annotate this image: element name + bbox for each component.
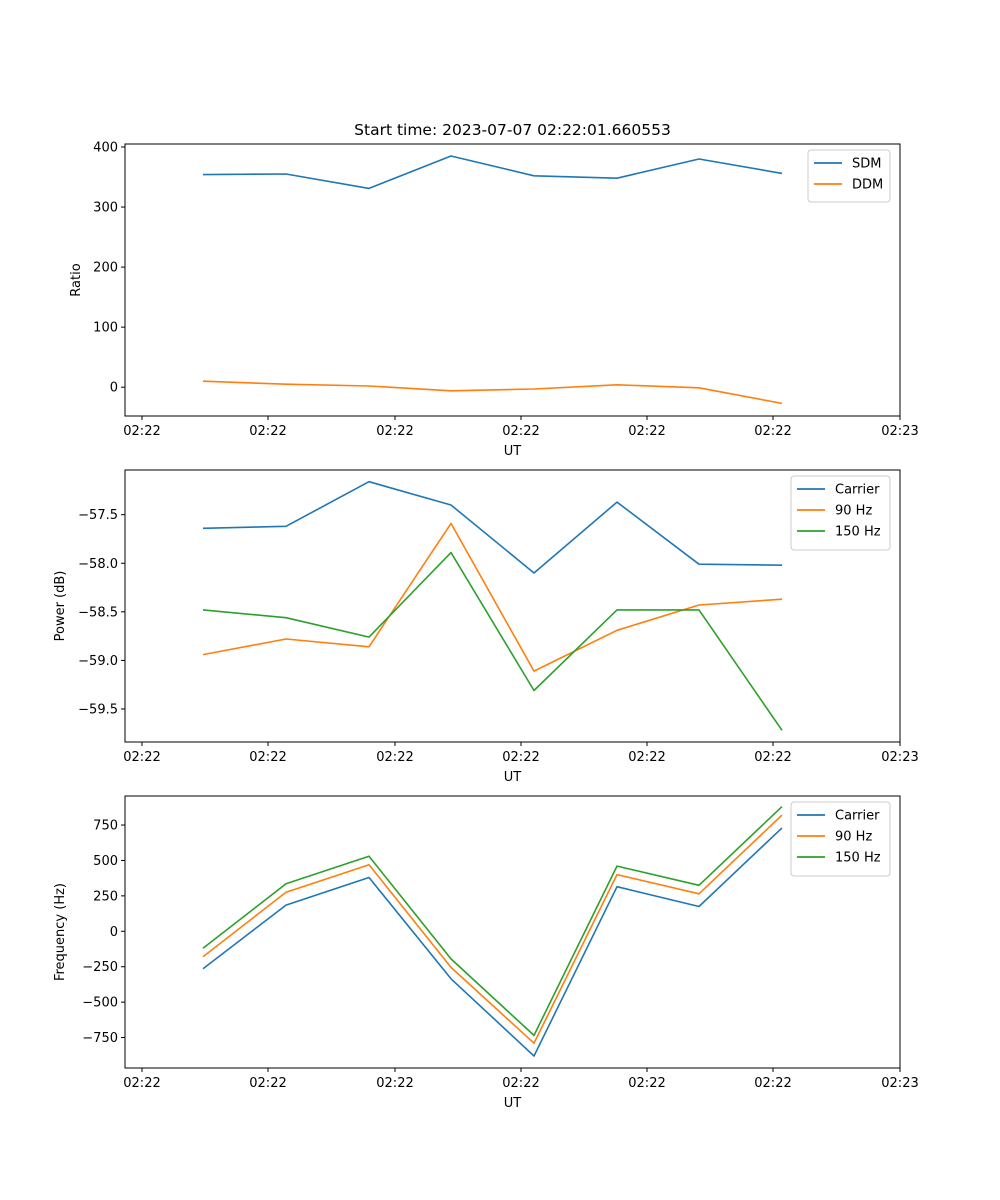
x-tick-label: 02:23 <box>881 1076 918 1091</box>
series-line-carrier <box>202 827 783 1057</box>
chart-title: Start time: 2023-07-07 02:22:01.660553 <box>354 121 671 139</box>
x-axis-label: UT <box>504 770 522 785</box>
series-line-carrier <box>202 480 783 574</box>
y-tick-label: 750 <box>93 819 118 834</box>
legend-label: DDM <box>852 178 883 193</box>
x-tick-label: 02:22 <box>502 1076 539 1091</box>
x-tick-label: 02:22 <box>628 750 665 765</box>
series-line-150-hz <box>202 806 783 1037</box>
series-line-90-hz <box>202 814 783 1044</box>
y-tick-label: 100 <box>93 321 118 336</box>
legend: Carrier 90 Hz 150 Hz <box>790 801 891 877</box>
x-tick-label: 02:22 <box>628 1076 665 1091</box>
legend: SDM DDM <box>807 149 891 203</box>
legend-label: 90 Hz <box>835 830 872 845</box>
legend-label: 150 Hz <box>835 851 881 866</box>
axes-frame <box>124 469 901 743</box>
x-tick-label: 02:22 <box>628 424 665 439</box>
y-axis-label: Power (dB) <box>53 571 68 642</box>
legend-label: SDM <box>852 157 881 172</box>
y-tick-label: −59.0 <box>78 654 118 669</box>
x-axis-label: UT <box>504 444 522 459</box>
series-line-150-hz <box>202 551 783 731</box>
x-tick-label: 02:22 <box>123 1076 160 1091</box>
y-axis-label: Frequency (Hz) <box>53 883 68 981</box>
y-tick-label: −500 <box>82 996 118 1011</box>
x-tick-label: 02:22 <box>123 424 160 439</box>
panel-1: 02:22 02:22 02:22 02:22 02:22 02:22 02:23 0 100 2… <box>69 141 919 459</box>
y-tick-label: 200 <box>93 261 118 276</box>
y-tick-label: 400 <box>93 141 118 156</box>
x-tick-label: 02:22 <box>249 750 286 765</box>
legend-label: Carrier <box>835 483 880 498</box>
legend-label: 150 Hz <box>835 525 881 540</box>
y-tick-label: 500 <box>93 854 118 869</box>
x-tick-label: 02:22 <box>376 1076 413 1091</box>
y-tick-label: −250 <box>82 960 118 975</box>
y-tick-label: −59.5 <box>78 702 118 717</box>
legend: Carrier 90 Hz 150 Hz <box>790 475 891 551</box>
x-tick-label: 02:22 <box>754 750 791 765</box>
x-tick-label: 02:23 <box>881 750 918 765</box>
legend-label: Carrier <box>835 809 880 824</box>
x-tick-label: 02:22 <box>249 424 286 439</box>
x-tick-label: 02:22 <box>123 750 160 765</box>
x-tick-label: 02:23 <box>881 424 918 439</box>
y-tick-label: −57.5 <box>78 508 118 523</box>
y-tick-label: 250 <box>93 889 118 904</box>
chart-panels: 02:22 02:22 02:22 02:22 02:22 02:22 02:23 0 100 2… <box>53 141 919 1111</box>
x-tick-label: 02:22 <box>376 750 413 765</box>
legend-label: 90 Hz <box>835 504 872 519</box>
panel-2: 02:22 02:22 02:22 02:22 02:22 02:22 02:23 −57.5… <box>53 469 919 785</box>
y-tick-label: 0 <box>110 925 118 940</box>
panel-3: 02:22 02:22 02:22 02:22 02:22 02:22 02:23 750 50… <box>53 795 919 1111</box>
axes-frame <box>124 143 901 417</box>
y-axis-label: Ratio <box>69 263 84 296</box>
x-tick-label: 02:22 <box>502 424 539 439</box>
x-tick-label: 02:22 <box>376 424 413 439</box>
x-tick-label: 02:22 <box>754 424 791 439</box>
x-tick-label: 02:22 <box>754 1076 791 1091</box>
series-line-ddm <box>202 380 783 405</box>
y-tick-label: 0 <box>110 381 118 396</box>
x-tick-label: 02:22 <box>502 750 539 765</box>
y-tick-label: −58.5 <box>78 605 118 620</box>
y-tick-label: −58.0 <box>78 557 118 572</box>
x-axis-label: UT <box>504 1096 522 1111</box>
y-tick-label: 300 <box>93 201 118 216</box>
axes-frame <box>124 795 901 1069</box>
x-tick-label: 02:22 <box>249 1076 286 1091</box>
series-line-sdm <box>202 155 783 190</box>
y-tick-label: −750 <box>82 1031 118 1046</box>
